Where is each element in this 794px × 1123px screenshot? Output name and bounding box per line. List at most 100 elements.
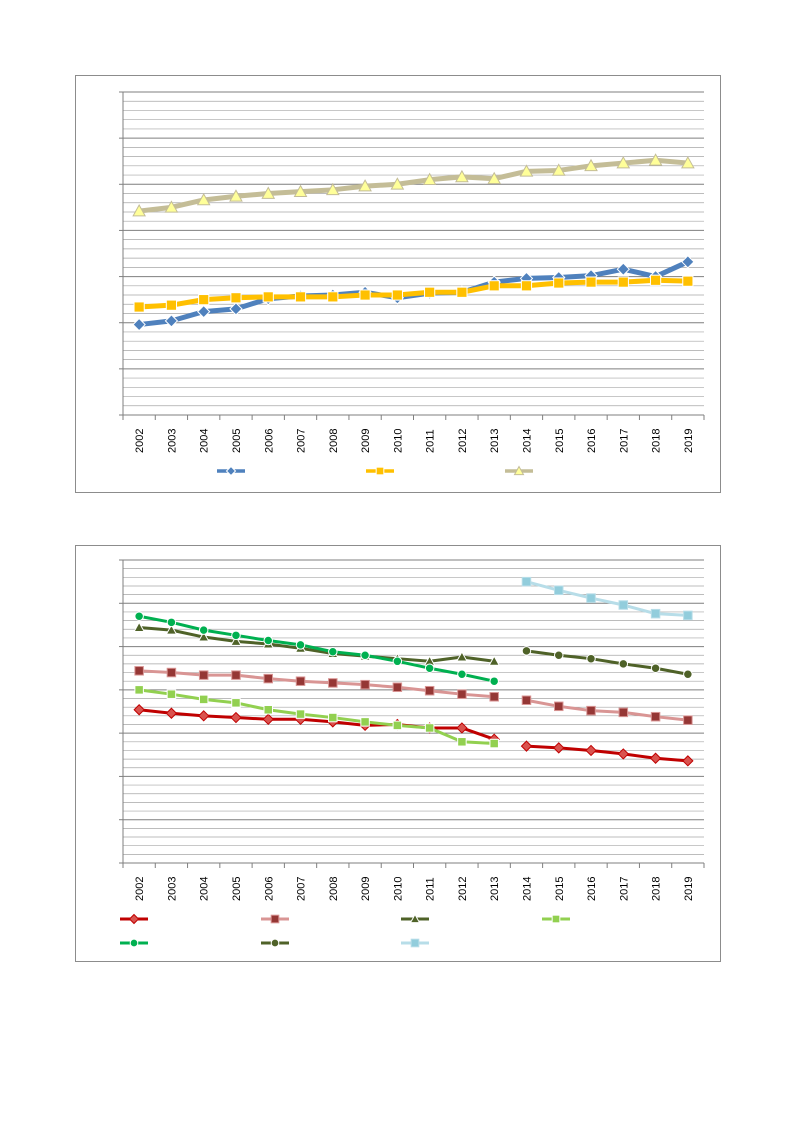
x-tick-label: 2019: [683, 877, 695, 901]
x-tick-label: 2004: [199, 877, 211, 901]
series-line: [137, 626, 496, 663]
data-point: [198, 670, 209, 680]
data-point: [295, 709, 306, 719]
data-point: [650, 711, 661, 722]
data-point: [584, 158, 598, 172]
axes: [119, 91, 705, 420]
data-point: [198, 625, 209, 635]
data-point: [554, 701, 564, 712]
data-point: [520, 280, 533, 292]
data-point: [392, 656, 403, 667]
x-tick-label: 2016: [586, 429, 598, 453]
data-point: [617, 748, 630, 760]
legend-item: [401, 938, 429, 948]
x-tick-label: 2017: [618, 877, 630, 901]
series-line: [524, 649, 690, 676]
data-point: [487, 171, 502, 185]
data-point: [132, 204, 146, 217]
data-point: [585, 744, 597, 757]
series-6: [521, 646, 693, 680]
axes: [119, 559, 705, 868]
data-point: [196, 192, 211, 206]
x-tick-label: 2014: [521, 877, 533, 901]
data-point: [648, 153, 663, 166]
data-point: [358, 179, 372, 192]
data-point: [618, 707, 629, 718]
data-point: [134, 685, 144, 695]
series-line: [524, 744, 690, 763]
x-tick-label: 2005: [231, 877, 243, 901]
series-1: [133, 704, 694, 767]
series-line: [137, 688, 496, 746]
data-point: [649, 274, 662, 286]
data-point: [231, 670, 241, 680]
data-point: [617, 276, 629, 288]
data-point: [133, 704, 145, 716]
data-point: [134, 666, 144, 676]
legend-item: [217, 465, 245, 477]
data-point: [488, 280, 500, 292]
data-point: [683, 715, 693, 725]
data-point: [198, 294, 210, 306]
x-tick-label: 2014: [521, 429, 533, 453]
data-point: [360, 679, 370, 690]
data-point: [521, 646, 532, 656]
legend-item: [120, 913, 148, 925]
data-point: [618, 659, 629, 669]
data-point: [489, 676, 499, 686]
legend: [217, 465, 533, 477]
series-3: [132, 153, 695, 217]
data-point: [132, 317, 146, 332]
data-point: [166, 689, 177, 699]
x-tick-label: 2003: [166, 429, 178, 453]
x-tick-label: 2009: [360, 877, 372, 901]
series-3: [133, 621, 501, 666]
data-point: [392, 682, 403, 693]
series-line: [524, 698, 690, 722]
x-tick-label: 2007: [296, 877, 308, 901]
x-tick-label: 2012: [457, 877, 469, 901]
x-tick-label: 2010: [392, 429, 404, 453]
x-tick-labels: 2002 2003 2004 2005 2006 2007 2008 2009 2010 2011…: [134, 877, 695, 901]
data-point: [328, 712, 338, 723]
data-point: [424, 663, 435, 673]
legend-item: [120, 938, 148, 948]
data-point: [263, 673, 273, 684]
data-point: [681, 255, 695, 269]
x-tick-label: 2019: [683, 429, 695, 453]
series-2: [134, 666, 693, 725]
data-point: [616, 156, 631, 169]
data-point: [134, 611, 144, 622]
x-tick-label: 2016: [586, 877, 598, 901]
data-point: [455, 169, 469, 183]
data-point: [328, 678, 338, 688]
data-point: [456, 286, 468, 298]
x-tick-label: 2017: [618, 429, 630, 453]
data-point: [682, 275, 694, 287]
data-point: [295, 640, 306, 650]
data-point: [457, 689, 467, 699]
data-point: [263, 635, 273, 646]
series-line: [524, 580, 690, 617]
data-point: [586, 593, 596, 603]
data-point: [360, 717, 370, 727]
data-point: [390, 177, 405, 190]
x-tick-labels: 2002 2003 2004 2005 2006 2007 2008 2009 2010 2011…: [134, 429, 695, 453]
data-point: [488, 655, 501, 666]
data-point: [133, 621, 145, 633]
data-point: [586, 653, 596, 664]
x-tick-label: 2011: [425, 429, 437, 453]
data-point: [197, 710, 210, 722]
x-tick-label: 2013: [489, 429, 501, 453]
legend-swatch-marker: [270, 938, 280, 948]
data-point: [230, 711, 242, 724]
data-point: [263, 705, 273, 715]
x-tick-label: 2005: [231, 429, 243, 453]
data-point: [261, 186, 276, 199]
x-tick-label: 2015: [554, 877, 566, 901]
data-point: [683, 610, 693, 621]
legend-item: [366, 466, 394, 476]
data-point: [650, 608, 661, 619]
series-line: [137, 669, 496, 699]
data-point: [424, 286, 436, 298]
